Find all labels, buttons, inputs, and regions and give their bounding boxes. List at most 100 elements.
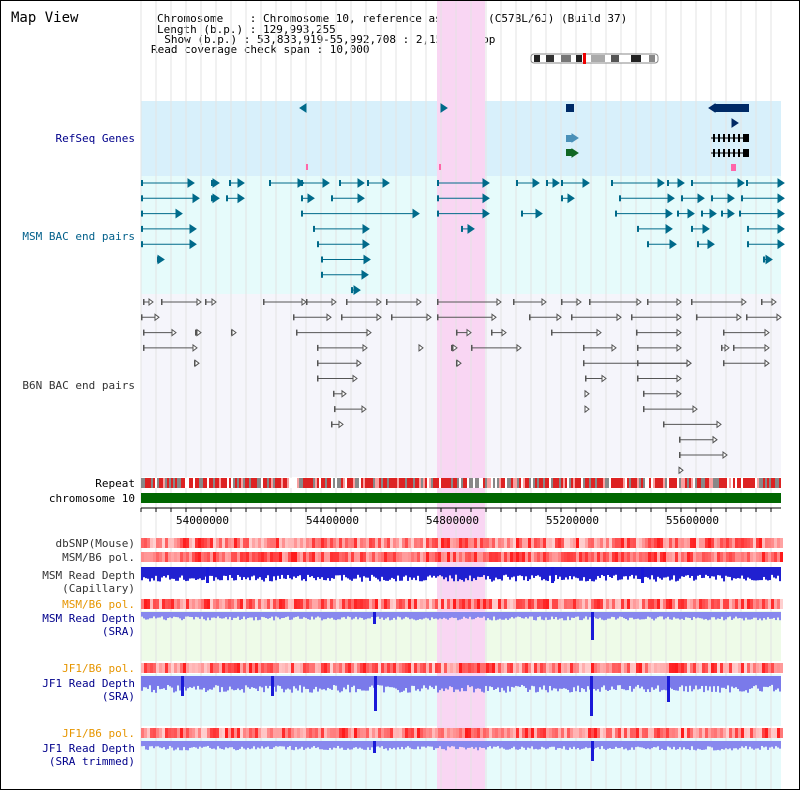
- read-depth-bar: [695, 612, 697, 619]
- read-depth-bar: [621, 612, 623, 617]
- msm-bac-end: [357, 178, 365, 188]
- pol-heat-cell: [564, 552, 567, 562]
- read-depth-bar: [539, 567, 541, 577]
- read-depth-bar: [169, 612, 171, 618]
- read-depth-bar: [355, 567, 357, 579]
- pol-heat-cell: [177, 538, 180, 548]
- pol-heat-cell: [501, 728, 504, 738]
- pol-heat-cell: [180, 728, 183, 738]
- read-depth-bar: [419, 612, 421, 620]
- pol-heat-cell: [594, 552, 597, 562]
- read-depth-bar: [249, 741, 251, 750]
- read-depth-bar: [183, 741, 185, 748]
- msm-bac-end: [363, 254, 371, 265]
- repeat-block: [681, 478, 683, 488]
- read-depth-bar: [193, 741, 195, 747]
- pol-heat-cell: [774, 599, 777, 609]
- pol-heat-cell: [297, 552, 300, 562]
- read-depth-bar: [149, 567, 151, 582]
- pol-heat-cell: [600, 663, 603, 673]
- msm-bac-end: [313, 225, 315, 232]
- read-depth-bar: [523, 612, 525, 619]
- msm-read-depth-sra-label: MSM Read Depth: [42, 612, 135, 625]
- pol-heat-cell: [687, 663, 690, 673]
- pol-heat-cell: [282, 728, 285, 738]
- read-depth-bar: [765, 612, 767, 620]
- pol-heat-cell: [516, 728, 519, 738]
- pol-heat-cell: [489, 552, 492, 562]
- read-depth-bar: [665, 741, 667, 751]
- read-depth-bar: [421, 676, 423, 689]
- pol-heat-cell: [438, 599, 441, 609]
- pol-heat-cell: [642, 663, 645, 673]
- pol-heat-cell: [672, 552, 675, 562]
- read-depth-bar: [529, 676, 531, 690]
- pol-heat-cell: [420, 728, 423, 738]
- repeat-block: [437, 478, 439, 488]
- pol-heat-cell: [195, 552, 198, 562]
- pol-heat-cell: [513, 538, 516, 548]
- read-depth-bar: [771, 741, 773, 747]
- pol-heat-cell: [444, 663, 447, 673]
- pol-heat-cell: [201, 599, 204, 609]
- pol-heat-cell: [279, 663, 282, 673]
- repeat-block: [365, 478, 367, 488]
- read-depth-bar: [219, 567, 221, 581]
- read-depth-bar: [491, 676, 493, 688]
- pol-heat-cell: [414, 552, 417, 562]
- read-depth-bar: [397, 741, 399, 748]
- pol-heat-cell: [348, 599, 351, 609]
- read-depth-bar: [507, 567, 509, 577]
- read-depth-bar: [421, 612, 423, 620]
- read-depth-bar: [565, 612, 567, 621]
- repeat-block: [557, 478, 559, 488]
- read-depth-bar: [663, 612, 665, 620]
- read-depth-bar: [175, 612, 177, 618]
- read-depth-bar: [633, 741, 635, 750]
- pol-heat-cell: [606, 663, 609, 673]
- pol-heat-cell: [525, 599, 528, 609]
- pol-heat-cell: [573, 728, 576, 738]
- read-depth-bar: [503, 612, 505, 620]
- read-depth-bar: [493, 612, 495, 617]
- read-depth-bar: [509, 676, 511, 692]
- repeat-block: [349, 478, 351, 488]
- read-depth-bar: [303, 741, 305, 750]
- pol-heat-cell: [759, 728, 762, 738]
- read-depth-bar: [337, 741, 339, 746]
- msm-bac-end: [691, 225, 693, 232]
- read-depth-bar: [549, 567, 551, 576]
- read-depth-bar: [483, 741, 485, 748]
- pol-heat-cell: [180, 552, 183, 562]
- read-depth-bar: [443, 567, 445, 580]
- read-depth-bar: [649, 612, 651, 618]
- read-depth-bar: [163, 567, 165, 577]
- msm-bac-end: [187, 178, 195, 188]
- read-depth-bar: [721, 741, 723, 750]
- read-depth-bar: [497, 612, 499, 620]
- repeat-block: [553, 478, 555, 488]
- repeat-block: [219, 478, 221, 488]
- read-depth-bar: [231, 612, 233, 621]
- pol-heat-cell: [726, 599, 729, 609]
- read-depth-bar: [559, 567, 561, 577]
- pol-heat-cell: [180, 538, 183, 548]
- pol-heat-cell: [219, 552, 222, 562]
- repeat-block: [155, 478, 157, 488]
- read-depth-bar: [737, 567, 739, 579]
- read-depth-bar: [273, 741, 275, 748]
- pol-heat-cell: [765, 599, 768, 609]
- pol-heat-cell: [633, 599, 636, 609]
- pol-heat-cell: [621, 663, 624, 673]
- read-depth-bar: [253, 567, 255, 576]
- read-depth-bar: [477, 676, 479, 689]
- read-depth-bar: [377, 612, 379, 617]
- b6n-bac-end: [338, 420, 344, 429]
- read-depth-bar: [243, 612, 245, 617]
- pol-heat-cell: [597, 538, 600, 548]
- pol-heat-cell: [402, 538, 405, 548]
- read-depth-bar: [701, 612, 703, 619]
- pol-heat-cell: [696, 538, 699, 548]
- repeat-block: [407, 478, 409, 488]
